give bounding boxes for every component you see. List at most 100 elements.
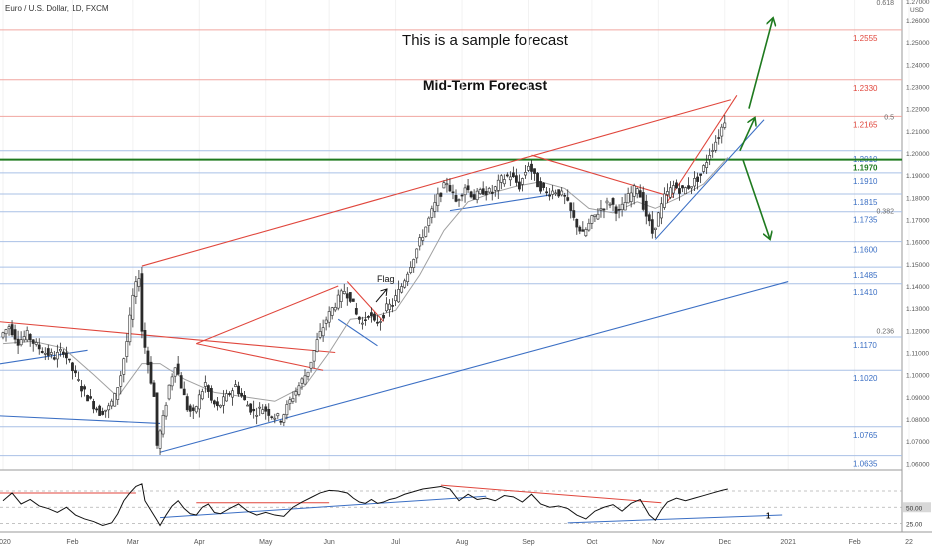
candle-body	[388, 303, 391, 310]
level-label: 1.0765	[853, 431, 878, 440]
candle-body	[209, 388, 213, 401]
level-label: 1.2165	[853, 120, 878, 129]
flag-label: Flag	[377, 274, 395, 284]
candle-body	[252, 408, 256, 412]
time-tick: Jun	[324, 539, 335, 546]
candle-body	[530, 163, 533, 172]
candle-body	[351, 298, 355, 302]
candle-body	[702, 165, 706, 172]
candle-body	[330, 307, 334, 316]
candle-body	[602, 208, 606, 211]
candle-body	[197, 394, 201, 410]
price-tick: 1.26000	[906, 18, 930, 25]
candle-body	[234, 384, 237, 387]
candle-body	[176, 363, 180, 375]
candle-body	[276, 413, 280, 417]
candle-body	[678, 188, 681, 194]
candle-body	[119, 375, 123, 387]
candle-body	[593, 214, 597, 217]
candle-body	[216, 401, 219, 407]
candle-body	[578, 226, 582, 232]
candle-body	[696, 176, 700, 182]
forecast-arrows-layer	[739, 18, 773, 240]
candle-body	[391, 305, 394, 307]
candle-body	[590, 215, 594, 224]
time-tick: Mar	[127, 539, 140, 546]
candle-body	[382, 314, 385, 319]
candle-body	[581, 229, 585, 232]
candle-body	[146, 350, 150, 366]
candle-body	[436, 193, 440, 206]
candle-body	[107, 405, 111, 411]
time-tick: 22	[905, 539, 913, 546]
trendline	[0, 349, 88, 365]
level-label: 1.1410	[853, 288, 878, 297]
candle-body	[104, 409, 108, 412]
level-label: 1.1485	[853, 271, 878, 280]
trendline	[0, 415, 161, 424]
candle-body	[43, 352, 47, 355]
candle-body	[720, 126, 724, 137]
candle-body	[116, 387, 120, 400]
candle-body	[55, 352, 59, 360]
candle-body	[243, 395, 247, 401]
candle-body	[336, 294, 340, 309]
candle-body	[406, 273, 410, 283]
candle-body	[418, 237, 422, 247]
candle-body	[394, 295, 398, 302]
candle-body	[161, 415, 165, 435]
candle-body	[545, 191, 549, 194]
midterm-title: Mid-Term Forecast	[422, 77, 548, 93]
trendline	[531, 154, 674, 198]
candle-body	[134, 281, 138, 297]
candle-body	[345, 293, 349, 299]
price-tick: 1.18000	[906, 195, 930, 202]
candle-body	[457, 199, 461, 201]
candle-body	[533, 168, 536, 174]
candle-body	[653, 227, 657, 230]
candle-body	[572, 210, 576, 218]
time-tick: Dec	[719, 539, 732, 546]
candle-body	[490, 191, 494, 194]
candle-body	[222, 396, 225, 406]
candle-body	[61, 351, 65, 355]
trendline	[141, 99, 731, 267]
candle-body	[228, 393, 231, 395]
candle-body	[1, 332, 5, 338]
candle-body	[200, 391, 204, 400]
level-label: 1.1815	[853, 198, 878, 207]
candle-body	[693, 178, 696, 187]
trendline	[159, 281, 789, 453]
candle-body	[155, 392, 159, 446]
candle-body	[25, 330, 29, 341]
candle-body	[376, 321, 379, 324]
candle-body	[131, 294, 135, 320]
time-axis: 2020 Feb Mar Apr May Jun Jul Aug Sep Oct Nov Dec 202…	[0, 539, 913, 546]
candle-body	[496, 179, 500, 191]
candle-body	[599, 208, 603, 211]
oscillator-pane: 50.00 25.00 1	[0, 483, 932, 533]
candle-body	[357, 316, 361, 320]
level-lines: 1.25551.23301.21651.20101.19701.19101.18…	[0, 0, 902, 469]
candle-body	[203, 382, 207, 387]
oscillator-level-tag	[903, 502, 931, 513]
candle-body	[354, 308, 358, 315]
candle-body	[397, 289, 401, 303]
price-axis: 1.06000 1.07000 1.08000 1.09000 1.10000 1.110…	[906, 0, 930, 468]
price-tick: 1.20000	[906, 151, 930, 158]
price-tick: 1.23000	[906, 84, 930, 91]
candle-body	[632, 185, 636, 197]
candle-body	[536, 172, 539, 188]
candle-body	[484, 191, 488, 196]
candle-body	[110, 400, 114, 407]
forecast-title: This is a sample forecast	[402, 32, 568, 49]
oscillator-level-label: 25.00	[906, 522, 923, 529]
candle-body	[611, 198, 615, 205]
candle-body	[569, 202, 573, 211]
candle-body	[644, 200, 648, 217]
trendline	[196, 285, 339, 345]
candle-body	[98, 405, 102, 416]
candle-body	[659, 203, 663, 219]
candle-body	[705, 162, 709, 168]
